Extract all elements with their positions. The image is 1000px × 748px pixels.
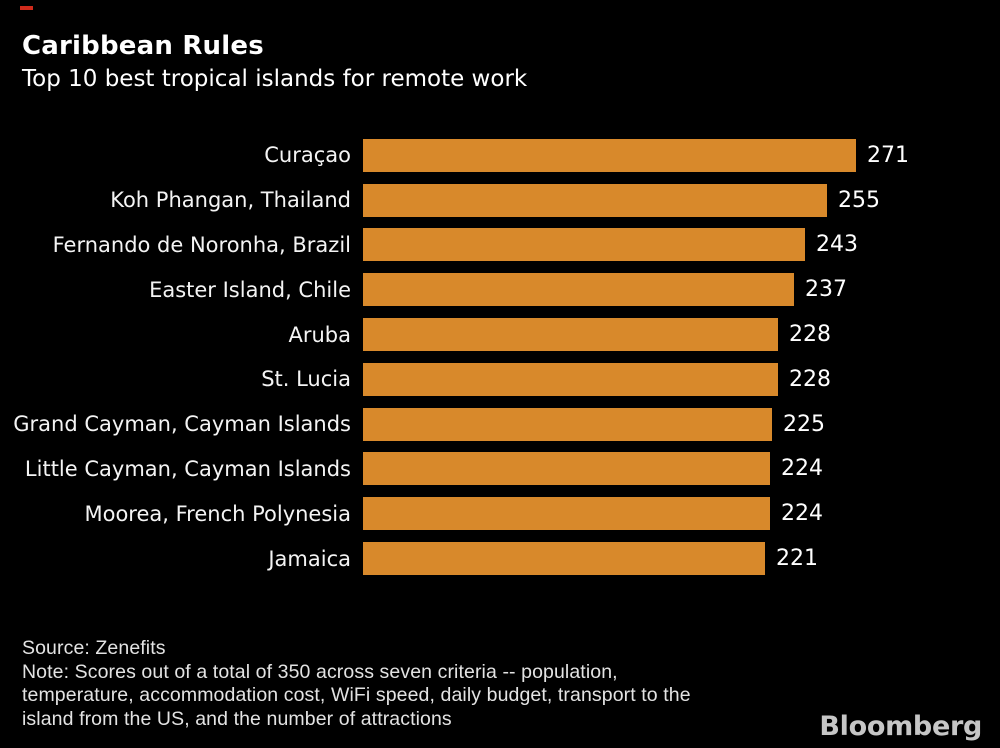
note-line-3: island from the US, and the number of at…: [22, 708, 452, 731]
value-label: 225: [783, 411, 825, 437]
value-label: 255: [838, 187, 880, 213]
value-label: 228: [789, 322, 831, 348]
bar-row: Grand Cayman, Cayman Islands 225: [0, 402, 1000, 447]
value-label: 237: [805, 277, 847, 303]
category-label: Curaçao: [264, 143, 351, 168]
bar: [363, 318, 778, 352]
bar-row: Little Cayman, Cayman Islands 224: [0, 447, 1000, 492]
bar-row: Fernando de Noronha, Brazil 243: [0, 223, 1000, 268]
bar-row: Koh Phangan, Thailand 255: [0, 178, 1000, 223]
category-label: Jamaica: [268, 546, 351, 571]
bar: [363, 183, 827, 217]
value-label: 271: [867, 142, 909, 168]
chart-title: Caribbean Rules: [22, 31, 264, 61]
bar: [363, 497, 770, 531]
value-label: 224: [781, 501, 823, 527]
bloomberg-logo: Bloomberg: [819, 711, 982, 742]
category-label: Easter Island, Chile: [149, 277, 351, 302]
bar-row: St. Lucia 228: [0, 357, 1000, 402]
bar-row: Aruba 228: [0, 312, 1000, 357]
bar: [363, 273, 794, 307]
category-label: Koh Phangan, Thailand: [110, 188, 351, 213]
bar-chart: Curaçao 271 Koh Phangan, Thailand 255 Fe…: [0, 133, 1000, 581]
note-line-1: Note: Scores out of a total of 350 acros…: [22, 660, 618, 683]
source-line: Source: Zenefits: [22, 637, 166, 659]
bar-row: Easter Island, Chile 237: [0, 267, 1000, 312]
bar-row: Moorea, French Polynesia 224: [0, 491, 1000, 536]
bar: [363, 362, 778, 396]
value-label: 221: [776, 546, 818, 572]
value-label: 228: [789, 366, 831, 392]
bar: [363, 542, 765, 576]
bar-row: Curaçao 271: [0, 133, 1000, 178]
value-label: 243: [816, 232, 858, 258]
category-label: Grand Cayman, Cayman Islands: [13, 412, 351, 437]
category-label: Fernando de Noronha, Brazil: [52, 232, 351, 257]
bar-row: Jamaica 221: [0, 536, 1000, 581]
chart-subtitle: Top 10 best tropical islands for remote …: [22, 66, 528, 92]
footnote-block: Source: Zenefits Note: Scores out of a t…: [22, 637, 691, 732]
bar: [363, 407, 772, 441]
red-tick-accent: [20, 6, 33, 10]
category-label: Moorea, French Polynesia: [84, 501, 351, 526]
bar: [363, 452, 770, 486]
category-label: St. Lucia: [261, 367, 351, 392]
category-label: Aruba: [288, 322, 351, 347]
note-line-2: temperature, accommodation cost, WiFi sp…: [22, 684, 691, 707]
category-label: Little Cayman, Cayman Islands: [24, 456, 351, 481]
bar: [363, 138, 856, 172]
value-label: 224: [781, 456, 823, 482]
bar: [363, 228, 805, 262]
